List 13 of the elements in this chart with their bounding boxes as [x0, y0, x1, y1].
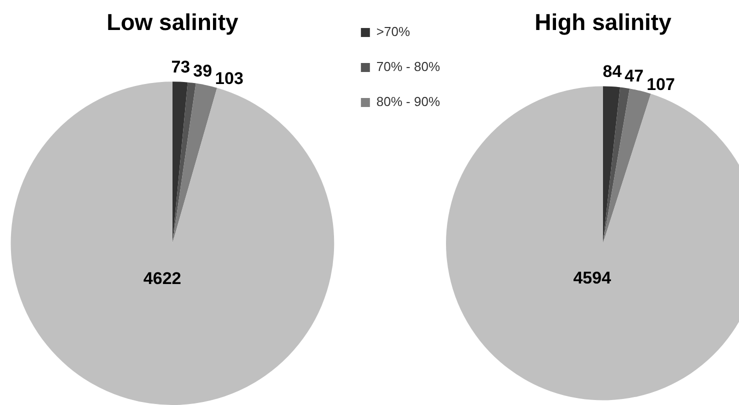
data-label: 103	[215, 69, 244, 88]
legend-label: >70%	[376, 24, 410, 40]
data-label: 73	[171, 57, 190, 76]
data-label: 4622	[143, 268, 182, 288]
legend-label: 80% - 90%	[376, 94, 440, 110]
legend-label: 70% - 80%	[376, 59, 440, 74]
data-label: 47	[624, 66, 644, 86]
data-label: 84	[602, 62, 622, 82]
data-label: 39	[193, 62, 212, 81]
chart-title: High salinity	[534, 9, 672, 36]
chart-title: Low salinity	[106, 9, 238, 36]
data-label: 4594	[573, 268, 612, 288]
data-label: 107	[646, 74, 675, 94]
